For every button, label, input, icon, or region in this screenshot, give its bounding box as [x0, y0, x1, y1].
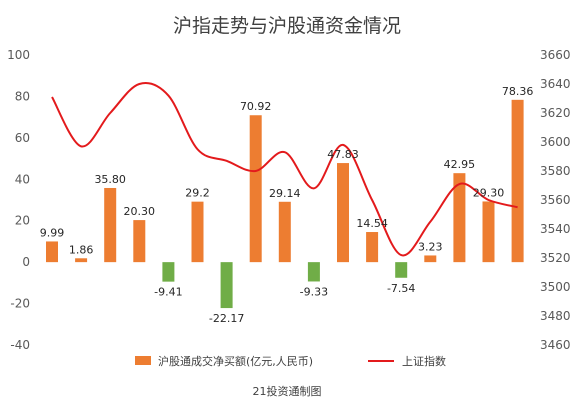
left-tick-label: -20 [10, 297, 30, 311]
left-tick-label: 0 [22, 255, 30, 269]
right-y-axis: 3460 3480 3500 3520 3540 3560 3580 3600 3620 3640… [540, 48, 571, 352]
legend-label-bar: 沪股通成交净买额(亿元,人民币) [158, 354, 313, 368]
bar-data-label: 9.99 [40, 226, 65, 239]
bar-data-label: 29.2 [185, 187, 210, 200]
bar-data-label: 20.30 [124, 205, 156, 218]
bar-data-label: 29.14 [269, 187, 301, 200]
right-tick-label: 3460 [540, 338, 571, 352]
data-labels: 9.99 1.86 35.80 20.30 -9.41 29.2 -22.17 70.92 29… [40, 85, 534, 325]
right-tick-label: 3480 [540, 309, 571, 323]
bar-series [46, 99, 524, 309]
bar [511, 99, 524, 263]
bar [162, 262, 175, 282]
bar [278, 201, 291, 263]
line-series [51, 82, 518, 257]
bar-data-label: 1.86 [69, 243, 94, 256]
right-tick-label: 3580 [540, 164, 571, 178]
bar-data-label: 47.83 [327, 148, 359, 161]
left-tick-label: 80 [15, 89, 30, 103]
bar-data-label: 29.30 [473, 186, 505, 199]
bar [482, 201, 495, 263]
right-tick-label: 3640 [540, 77, 571, 91]
right-tick-label: 3660 [540, 48, 571, 62]
bar [75, 258, 88, 263]
bar [220, 262, 233, 309]
bar [307, 262, 320, 282]
bar [366, 232, 379, 263]
bar-data-label: -7.54 [387, 282, 415, 295]
chart-title: 沪指走势与沪股通资金情况 [173, 15, 401, 37]
bar-data-label: 78.36 [502, 85, 534, 98]
bar [337, 163, 349, 263]
right-tick-label: 3520 [540, 251, 571, 265]
left-tick-label: 20 [15, 214, 30, 228]
bar [249, 115, 262, 263]
right-tick-label: 3600 [540, 135, 571, 149]
left-tick-label: 60 [15, 131, 30, 145]
bar-data-label: -9.41 [154, 286, 182, 299]
source-note: 21投资通制图 [253, 384, 322, 398]
bar [133, 220, 146, 263]
left-tick-label: -40 [10, 338, 30, 352]
bar [104, 187, 117, 263]
bar [424, 255, 437, 263]
bar-data-label: 70.92 [240, 100, 272, 113]
bar [191, 201, 204, 263]
bar [395, 262, 408, 278]
bar [46, 241, 58, 263]
left-y-axis: -40 -20 0 20 40 60 80 100 [7, 48, 30, 352]
index-line [51, 82, 518, 257]
bar [453, 173, 466, 263]
left-tick-label: 100 [7, 48, 30, 62]
bar-data-label: -9.33 [300, 285, 328, 298]
bar-data-label: 35.80 [94, 173, 126, 186]
bar-data-label: 42.95 [444, 158, 476, 171]
bar-data-label: 14.54 [356, 217, 388, 230]
legend-label-line: 上证指数 [402, 354, 446, 368]
right-tick-label: 3560 [540, 193, 571, 207]
bar-data-label: -22.17 [209, 312, 244, 325]
legend-swatch-bar [135, 356, 151, 365]
bar-data-label: 3.23 [418, 240, 443, 253]
right-tick-label: 3620 [540, 106, 571, 120]
right-tick-label: 3540 [540, 222, 571, 236]
left-tick-label: 40 [15, 172, 30, 186]
legend: 沪股通成交净买额(亿元,人民币) 上证指数 [135, 354, 446, 368]
right-tick-label: 3500 [540, 280, 571, 294]
